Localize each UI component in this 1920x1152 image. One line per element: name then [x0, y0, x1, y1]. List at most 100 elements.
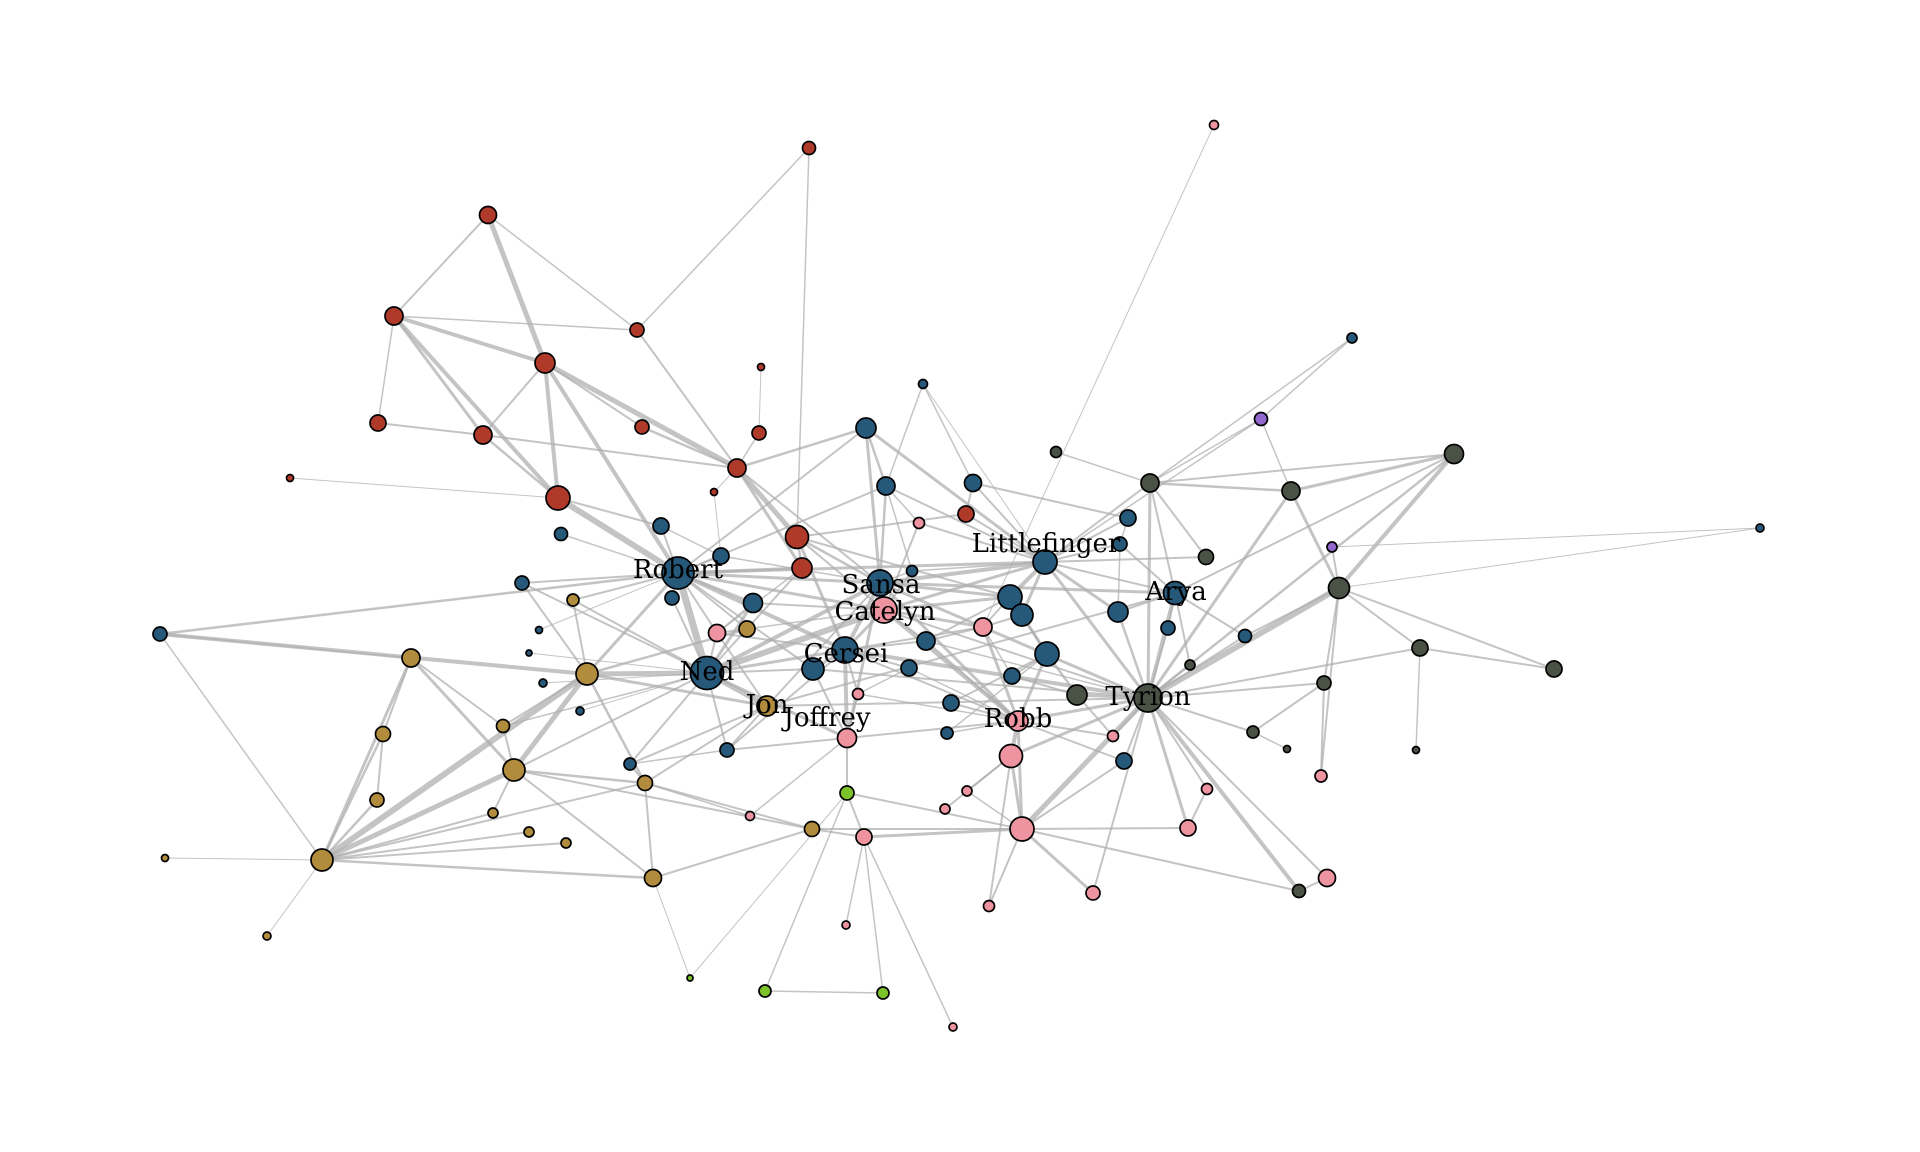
graph-edge — [863, 836, 954, 1028]
graph-edge — [266, 859, 323, 937]
graph-edge — [644, 705, 768, 784]
graph-node-b24 — [719, 742, 735, 758]
graph-node-g4 — [374, 725, 392, 743]
graph-node-r1 — [478, 205, 498, 225]
graph-node-p2 — [912, 516, 926, 530]
graph-node-littlefinger — [1032, 549, 1058, 575]
graph-edge — [640, 425, 739, 470]
graph-edge — [521, 572, 679, 584]
graph-edge — [885, 485, 913, 572]
graph-edge — [560, 533, 679, 574]
graph-node-b31 — [1034, 641, 1060, 667]
graph-node-g7 — [369, 792, 385, 808]
graph-edge — [746, 609, 885, 630]
graph-node-r4 — [629, 322, 645, 338]
graph-node-o16 — [1291, 883, 1307, 899]
graph-edge — [1017, 720, 1114, 737]
graph-edge — [521, 582, 588, 675]
graph-node-robert — [661, 556, 695, 590]
graph-edge — [676, 560, 1047, 575]
graph-node-p9 — [1009, 816, 1035, 842]
graph-edge — [521, 582, 708, 674]
graph-edge — [1017, 720, 1125, 762]
graph-edge — [585, 571, 680, 676]
graph-edge — [795, 535, 882, 585]
graph-edge — [883, 522, 920, 611]
graph-node-r13 — [727, 458, 747, 478]
graph-edge — [862, 827, 1024, 839]
graph-edge — [158, 571, 680, 636]
graph-edge — [392, 314, 560, 500]
graph-edge — [766, 582, 881, 707]
graph-node-g12 — [160, 853, 170, 863]
graph-node-g11 — [310, 848, 334, 872]
graph-edge — [1320, 682, 1325, 777]
graph-edge — [636, 329, 738, 469]
graph-node-p19 — [1179, 819, 1197, 837]
graph-edge — [925, 640, 1149, 699]
graph-edge — [918, 522, 1046, 563]
graph-node-r2 — [384, 306, 404, 326]
graph-edge — [1146, 696, 1190, 830]
graph-edge — [321, 831, 530, 861]
graph-edge — [557, 497, 662, 527]
graph-node-g17 — [738, 620, 756, 638]
graph-edge — [584, 670, 710, 677]
graph-node-b22 — [801, 657, 825, 681]
graph-edge — [736, 467, 881, 584]
graph-edge — [1147, 647, 1421, 699]
graph-node-sansa — [866, 569, 894, 597]
graph-edge — [764, 792, 848, 992]
graph-node-g5 — [495, 718, 511, 734]
graph-edge — [1147, 682, 1325, 699]
graph-node-g6 — [502, 758, 526, 782]
graph-node-g2 — [575, 662, 599, 686]
graph-edge — [1009, 696, 1150, 758]
graph-node-o5 — [1140, 473, 1160, 493]
graph-edge — [946, 720, 1019, 734]
graph-edge — [1415, 647, 1421, 751]
graph-edge — [644, 782, 654, 879]
graph-edge — [1043, 560, 1120, 614]
graph-edge — [377, 315, 395, 424]
graph-node-b32 — [1003, 667, 1021, 685]
graph-node-o11 — [1316, 675, 1332, 691]
graph-edge — [1338, 587, 1555, 670]
graph-node-p23 — [1208, 119, 1220, 131]
graph-edge — [289, 477, 559, 499]
graph-edge — [716, 632, 846, 651]
graph-edge — [481, 433, 560, 500]
graph-edge — [1149, 418, 1262, 484]
graph-edge — [676, 571, 847, 652]
graph-node-g8 — [487, 807, 499, 819]
graph-node-b30 — [1010, 603, 1034, 627]
graph-edge — [487, 214, 638, 331]
graph-edge — [513, 769, 813, 830]
graph-edge — [393, 214, 489, 317]
graph-edge — [511, 671, 590, 773]
graph-edge — [752, 602, 885, 611]
graph-edge — [882, 608, 985, 629]
graph-edge — [676, 571, 882, 585]
graph-edge — [846, 792, 1023, 830]
graph-edge — [950, 702, 1019, 722]
graph-node-r17 — [957, 505, 975, 523]
graph-edge — [485, 212, 548, 366]
graph-edge — [1044, 482, 1151, 563]
graph-edge — [878, 581, 1150, 700]
graph-edge — [482, 362, 546, 436]
graph-edge — [1148, 481, 1293, 493]
graph-node-b7 — [652, 517, 670, 535]
graph-edge — [1147, 697, 1254, 733]
graph-edge — [1092, 697, 1149, 894]
graph-node-b3 — [876, 476, 896, 496]
nodes-layer — [152, 119, 1765, 1032]
graph-node-g10 — [560, 837, 572, 849]
graph-edge — [1289, 452, 1456, 493]
graph-edge — [502, 673, 588, 727]
graph-node-b12 — [152, 626, 168, 642]
graph-edge — [878, 560, 1047, 585]
graph-node-p3 — [973, 617, 993, 637]
graph-edge — [585, 672, 769, 708]
